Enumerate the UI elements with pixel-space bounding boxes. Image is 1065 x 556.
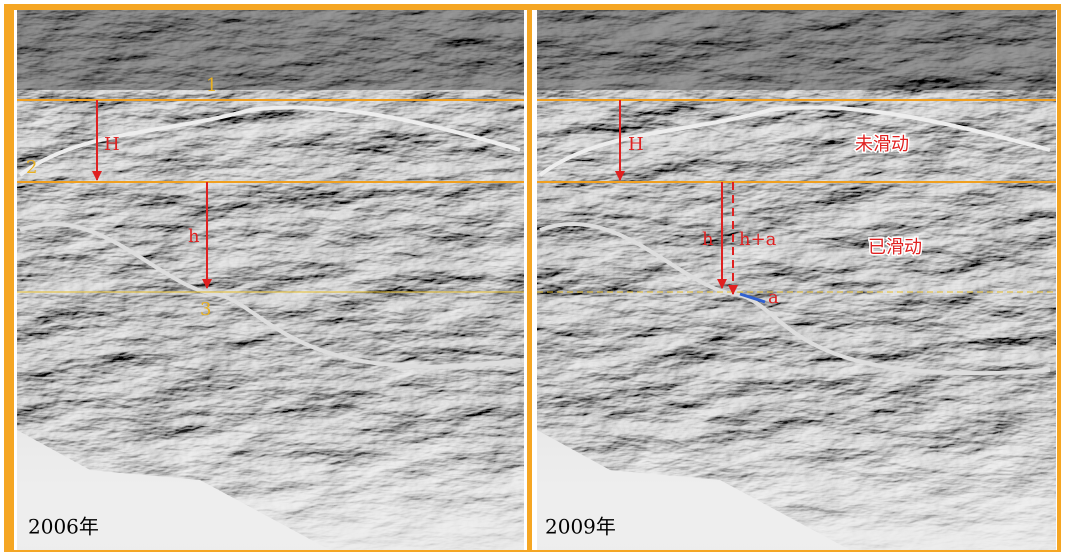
displacement <box>739 292 766 304</box>
road <box>538 105 1051 177</box>
label: h <box>188 226 200 247</box>
year: 2006年 <box>28 515 99 539</box>
label: 1 <box>206 75 217 96</box>
road <box>19 221 521 369</box>
label: 2 <box>26 157 37 178</box>
label: h <box>702 229 714 250</box>
label: 未滑动 <box>855 134 909 155</box>
label: 3 <box>200 299 211 320</box>
panel-2009: H h h+a a 未滑动 已滑动 2009年 <box>532 10 1057 550</box>
label: H <box>628 134 644 155</box>
panel-2006: 1 2 3 H h 2006年 <box>14 10 527 550</box>
road <box>18 105 521 177</box>
year: 2009年 <box>545 515 616 539</box>
label: H <box>104 134 120 155</box>
label: a <box>768 287 779 308</box>
label: h+a <box>739 229 777 250</box>
label: 已滑动 <box>868 237 922 258</box>
